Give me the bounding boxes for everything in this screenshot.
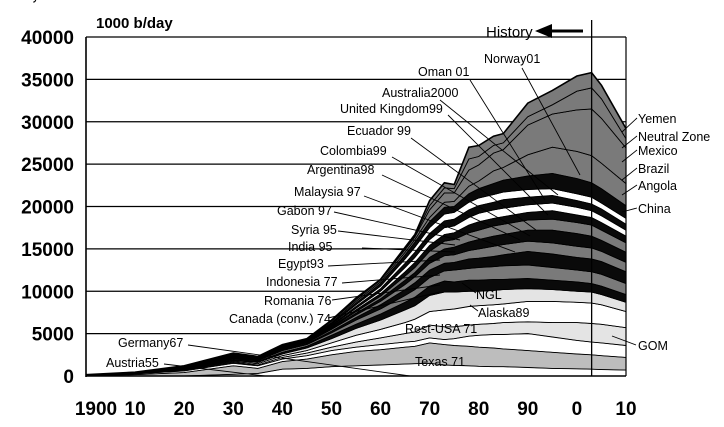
label-china: China xyxy=(638,202,671,216)
y-tick-label: 15000 xyxy=(21,240,74,261)
leader-yemen xyxy=(621,117,638,133)
leader-india xyxy=(361,247,456,253)
label-history: History xyxy=(0,0,40,3)
boundary-line-6 xyxy=(85,288,627,376)
label-colombia: Colombia99 xyxy=(320,144,387,158)
boundary-line-11 xyxy=(85,229,627,376)
y-tick-label: 10000 xyxy=(21,282,74,303)
label-indonesia: Indonesia 77 xyxy=(266,275,338,289)
leader-china xyxy=(621,207,638,213)
leader-alaska xyxy=(469,304,479,312)
leader-egypt xyxy=(327,259,441,267)
x-tick-label: 30 xyxy=(223,399,244,420)
y-tick-labels: 0 5000 10000 15000 20000 25000 30000 35000 40000 xyxy=(21,28,74,388)
leader-mexico xyxy=(621,149,638,163)
x-tick-label: 40 xyxy=(272,399,293,420)
leader-angola xyxy=(621,184,638,196)
history-marker: History xyxy=(486,24,583,41)
leader-romania xyxy=(331,284,441,301)
x-tick-label: 60 xyxy=(370,399,391,420)
label-egypt: Egypt93 xyxy=(278,257,324,271)
label-rest-usa: Rest-USA 71 xyxy=(405,322,477,336)
label-syria: Syria 95 xyxy=(291,223,337,237)
leader-norway xyxy=(521,67,581,176)
leader-brazil xyxy=(621,167,638,181)
label-alaska: Alaska89 xyxy=(478,306,529,320)
leader-neutral-zone xyxy=(621,135,638,149)
x-tick-label: 10 xyxy=(615,399,636,420)
leader-canada xyxy=(327,291,441,319)
y-tick-label: 30000 xyxy=(21,113,74,134)
leader-ngl xyxy=(461,282,477,294)
x-tick-label: 1900 xyxy=(75,399,117,420)
label-romania: Romania 76 xyxy=(264,294,331,308)
label-brazil: Brazil xyxy=(638,162,669,176)
label-austria: Austria55 xyxy=(106,356,159,370)
label-texas: Texas 71 xyxy=(415,355,465,369)
leader-lines xyxy=(163,67,638,377)
x-tick-label: 50 xyxy=(321,399,342,420)
y-unit-label: 1000 b/day xyxy=(96,15,173,32)
y-tick-label: 25000 xyxy=(21,155,74,176)
leader-ecuador xyxy=(410,137,537,231)
label-gom: GOM xyxy=(638,339,668,353)
label-angola: Angola xyxy=(638,179,677,193)
y-tick-label: 35000 xyxy=(21,70,74,91)
boundary-line-3 xyxy=(85,333,627,376)
x-tick-label: 10 xyxy=(125,399,146,420)
leader-malaysia xyxy=(363,195,516,253)
boundary-line-1 xyxy=(86,362,627,377)
leader-united-kingdom xyxy=(447,114,549,216)
label-india: India 95 xyxy=(288,240,333,254)
y-tick-label: 0 xyxy=(63,367,74,388)
label-malaysia: Malaysia 97 xyxy=(294,185,361,199)
axes xyxy=(85,37,627,377)
x-tick-label: 70 xyxy=(419,399,440,420)
area-bands xyxy=(85,71,627,377)
left-arrow-icon xyxy=(535,24,583,38)
x-tick-label: 80 xyxy=(468,399,489,420)
label-canada: Canada (conv.) 74 xyxy=(229,312,331,326)
x-tick-label: 90 xyxy=(517,399,538,420)
leader-indonesia xyxy=(341,274,441,284)
total-line xyxy=(85,71,627,376)
label-oman: Oman 01 xyxy=(418,65,469,79)
leader-syria xyxy=(337,230,456,246)
x-tick-labels: 1900 10 20 30 40 50 60 70 80 90 0 10 xyxy=(75,399,637,420)
y-tick-label: 20000 xyxy=(21,198,74,219)
label-ngl: NGL xyxy=(476,288,502,302)
leader-argentina xyxy=(381,174,521,241)
label-mexico: Mexico xyxy=(638,144,678,158)
leader-germany xyxy=(187,344,411,377)
leader-colombia xyxy=(391,156,531,237)
boundary-line-4 xyxy=(85,321,627,376)
label-germany: Germany67 xyxy=(118,336,183,350)
gridlines xyxy=(86,36,626,335)
label-argentina: Argentina98 xyxy=(307,163,374,177)
boundary-line-5 xyxy=(85,300,627,376)
label-norway: Norway01 xyxy=(484,52,540,66)
country-labels: History Oman 01 Norway01 Australia2000 Unite… xyxy=(0,0,710,370)
history-label: History xyxy=(486,24,533,41)
leader-austria xyxy=(163,363,266,377)
boundary-line-8 xyxy=(85,264,627,376)
x-tick-label: 0 xyxy=(572,399,583,420)
leader-gom xyxy=(611,335,637,346)
y-tick-label: 5000 xyxy=(32,325,74,346)
label-neutral-zone: Neutral Zone xyxy=(638,130,710,144)
label-united-kingdom: United Kingdom99 xyxy=(340,102,443,116)
leader-australia xyxy=(439,99,559,196)
label-australia: Australia2000 xyxy=(382,86,458,100)
label-gabon: Gabon 97 xyxy=(277,204,332,218)
label-yemen: Yemen xyxy=(638,112,677,126)
leader-oman xyxy=(469,79,546,201)
leader-gabon xyxy=(333,211,461,241)
boundary-line-2 xyxy=(85,342,627,377)
x-tick-label: 20 xyxy=(174,399,195,420)
y-tick-label: 40000 xyxy=(21,28,74,49)
label-ecuador: Ecuador 99 xyxy=(347,124,411,138)
